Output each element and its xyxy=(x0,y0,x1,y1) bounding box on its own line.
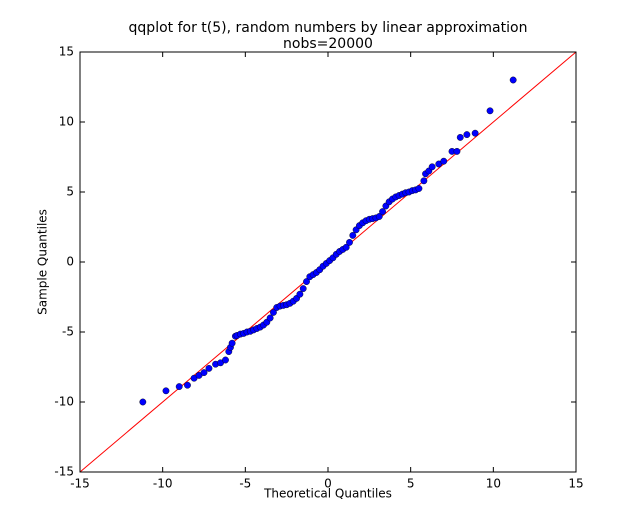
x-tick-label: 0 xyxy=(324,477,332,491)
point xyxy=(139,398,147,406)
y-tick-label: -10 xyxy=(54,395,74,409)
point xyxy=(200,369,208,376)
x-tick-label: 15 xyxy=(568,477,583,491)
point xyxy=(346,238,353,246)
chart-title: qqplot for t(5), random numbers by linea… xyxy=(129,20,528,36)
y-tick-label: 15 xyxy=(59,45,74,59)
point xyxy=(162,387,170,395)
point xyxy=(222,356,229,364)
point xyxy=(428,163,436,171)
point xyxy=(379,208,386,216)
point xyxy=(509,76,517,84)
y-tick-label: 10 xyxy=(59,115,74,129)
x-tick-label: -5 xyxy=(239,477,251,491)
x-tick-label: -15 xyxy=(70,477,90,491)
point xyxy=(440,157,448,165)
x-tick-label: -10 xyxy=(153,477,173,491)
y-tick-label: 5 xyxy=(66,185,74,199)
point xyxy=(486,107,494,115)
point xyxy=(471,129,479,137)
point xyxy=(463,131,471,139)
point xyxy=(303,278,310,285)
point xyxy=(420,177,428,185)
point xyxy=(228,339,236,347)
point xyxy=(175,383,183,390)
point xyxy=(453,147,461,155)
point xyxy=(349,231,357,239)
x-tick-label: 10 xyxy=(486,477,501,491)
point xyxy=(296,290,304,298)
y-axis-label: Sample Quantiles xyxy=(36,209,50,315)
point xyxy=(266,314,274,322)
point xyxy=(415,185,423,192)
chart-subtitle: nobs=20000 xyxy=(283,36,373,52)
x-axis-label: Theoretical Quantiles xyxy=(263,487,392,501)
point xyxy=(299,285,307,292)
point xyxy=(375,213,383,220)
point xyxy=(456,133,464,141)
point xyxy=(184,381,191,389)
y-tick-label: -5 xyxy=(62,325,74,339)
plot-frame xyxy=(79,51,577,473)
point xyxy=(270,308,277,316)
point xyxy=(205,364,213,372)
y-tick-label: -15 xyxy=(54,465,74,479)
y-tick-label: 0 xyxy=(66,255,74,269)
x-tick-label: 5 xyxy=(407,477,415,491)
point xyxy=(342,243,350,251)
